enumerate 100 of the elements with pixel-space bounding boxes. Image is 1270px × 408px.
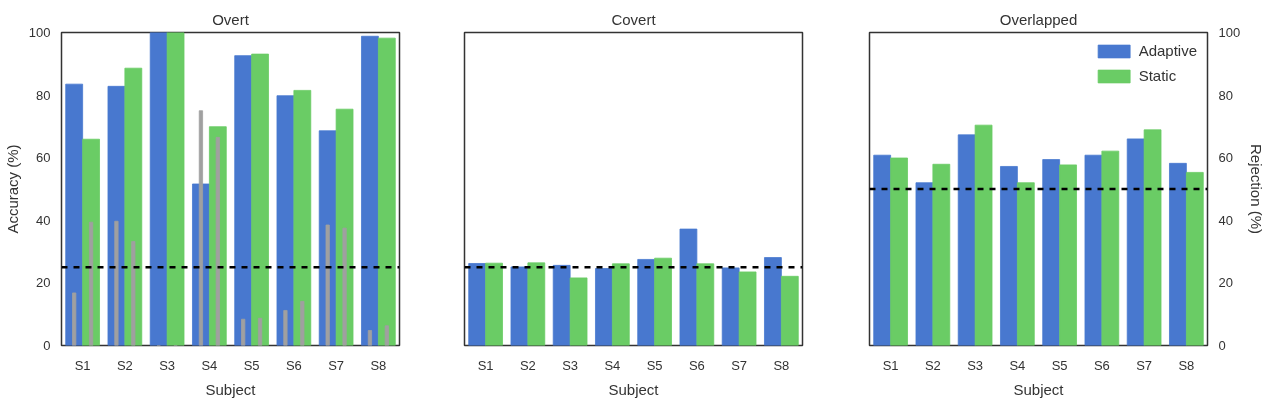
bar [276,95,295,346]
y-tick-label: 0 [43,338,51,353]
bar [932,163,951,346]
x-tick-label: S3 [967,357,984,373]
x-tick-label: S1 [882,357,899,373]
bar [974,124,993,346]
bar [611,263,630,346]
x-tick-label: S6 [688,357,705,373]
x-tick-label: S3 [562,357,579,373]
x-tick-label: S2 [924,357,941,373]
y-axis-title: Accuracy (%) [3,144,21,234]
bar [198,110,204,346]
x-tick-label: S8 [773,357,790,373]
bar [149,32,168,346]
y2-tick-label: 0 [1218,338,1226,353]
bar [569,277,588,346]
x-tick-label: S5 [1051,357,1068,373]
x-tick-label: S8 [1178,357,1195,373]
y2-tick-label: 100 [1218,25,1241,40]
x-tick-label: S1 [74,357,91,373]
bar [780,275,799,346]
y-tick-label: 40 [36,212,51,228]
bar [300,300,305,346]
x-tick-label: S2 [116,357,133,373]
x-tick-label: S7 [328,357,345,373]
bar [251,53,269,346]
x-tick-label: S8 [370,357,387,373]
bar [721,267,740,346]
bar [367,330,373,346]
chart-title: Overlapped [999,10,1078,28]
x-tick-label: S7 [731,357,748,373]
bar [1101,150,1120,346]
bar [342,227,347,346]
y2-tick-label: 20 [1218,275,1233,291]
y2-tick-label: 80 [1218,87,1233,103]
y-tick-label: 20 [36,275,51,291]
bar [377,37,396,346]
y2-tick-label: 40 [1218,212,1233,228]
bar [65,83,84,346]
bar [679,228,698,346]
bar [215,136,220,346]
bar [890,157,908,346]
x-tick-label: S2 [519,357,536,373]
x-tick-label: S6 [285,357,302,373]
bar [595,268,613,346]
y2-tick-label: 60 [1218,150,1233,166]
bar [72,292,77,346]
x-tick-label: S4 [201,357,218,373]
bar [873,154,892,346]
x-tick-label: S3 [159,357,176,373]
legend-label: Static [1138,67,1177,84]
bar [1042,159,1061,346]
chart-title: Overt [212,10,250,28]
y-tick-label: 100 [28,25,51,40]
legend-label: Adaptive [1138,42,1197,59]
bar [234,55,253,346]
y-tick-label: 80 [36,87,51,103]
bar [283,310,288,346]
x-tick-label: S5 [243,357,260,373]
bar [131,241,136,346]
bar [738,271,757,346]
bar [1016,182,1035,346]
bar [1084,154,1103,346]
bar [468,263,487,346]
y-tick-label: 60 [36,150,51,166]
x-axis-title: Subject [608,380,660,398]
bar [1126,138,1145,346]
bar [1169,162,1187,346]
bar [957,134,976,346]
bar [527,262,546,346]
bar [361,35,379,346]
bar [241,318,246,346]
bar [1059,164,1077,346]
bar [510,266,529,346]
chart-title: Covert [611,10,657,28]
bar [325,224,330,346]
bar [637,259,656,346]
bar [257,317,263,346]
bar [1185,172,1204,346]
x-tick-label: S4 [1009,357,1026,373]
x-tick-label: S1 [477,357,494,373]
bar [485,262,503,346]
bar [915,182,934,346]
bar [88,221,94,346]
bar [293,90,312,346]
bar [1143,129,1162,346]
x-tick-label: S7 [1136,357,1153,373]
bar [166,32,185,346]
bar [654,257,672,346]
bar [552,264,571,346]
x-axis-title: Subject [205,380,257,398]
y2-axis-title: Rejection (%) [1248,143,1266,235]
x-axis-title: Subject [1013,380,1065,398]
x-tick-label: S6 [1093,357,1110,373]
bar [696,263,715,346]
x-tick-label: S4 [604,357,621,373]
bar [384,325,389,346]
bar [764,257,782,346]
bar [114,220,119,346]
bar [1000,166,1018,346]
